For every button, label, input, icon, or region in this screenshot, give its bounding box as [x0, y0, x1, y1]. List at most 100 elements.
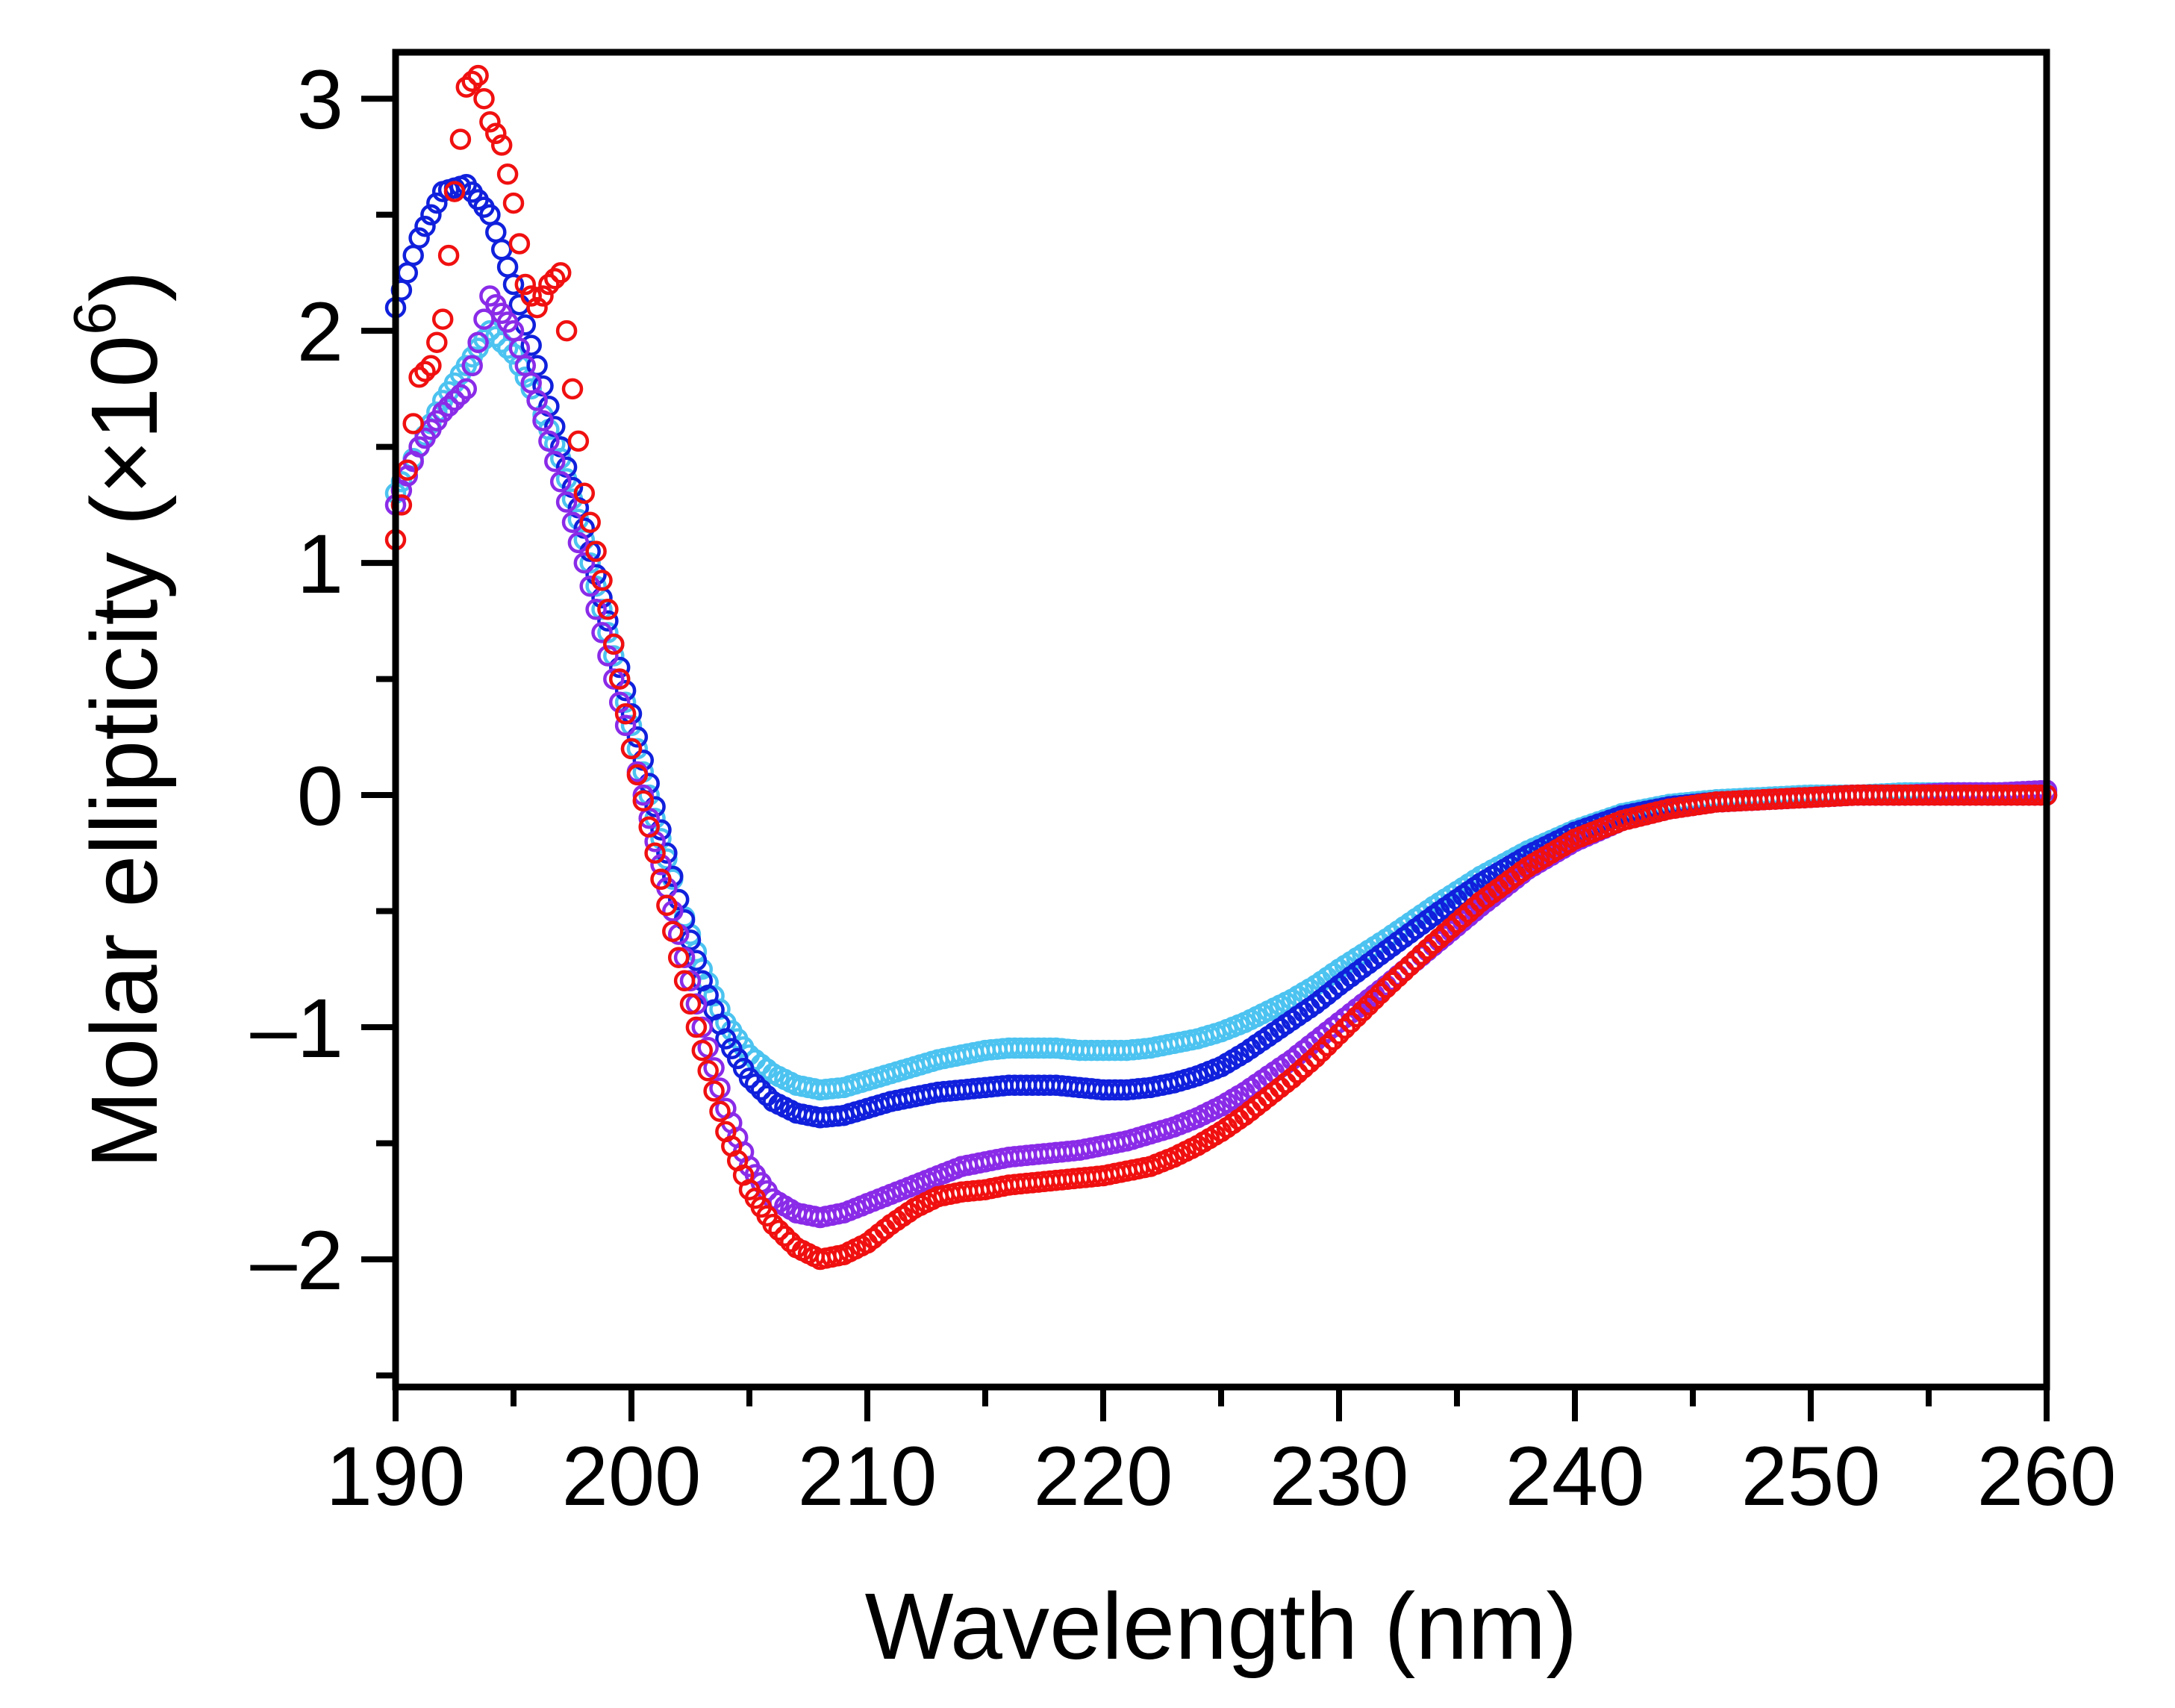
data-point [626, 764, 649, 786]
data-point [508, 233, 531, 255]
data-point [426, 192, 448, 214]
data-point [638, 784, 660, 806]
data-point [520, 378, 542, 400]
data-point [1417, 938, 1438, 960]
data-point [1287, 1062, 1308, 1084]
data-point [662, 865, 684, 888]
data-point [603, 668, 625, 690]
data-point [502, 343, 525, 365]
data-point [638, 816, 660, 838]
data-point [1346, 1006, 1367, 1028]
data-point [538, 273, 560, 296]
data-point [544, 450, 566, 473]
data-point [538, 430, 560, 452]
data-point [1334, 1017, 1356, 1039]
data-point [443, 390, 466, 411]
data-point [1429, 927, 1450, 950]
y-axis-tick-labels: 3 2 1 0 –1 –2 [250, 53, 343, 1307]
y-tick-label: –2 [250, 1214, 343, 1307]
data-point [685, 1016, 708, 1038]
data-point [632, 784, 655, 806]
data-point [585, 575, 607, 597]
data-point [597, 622, 619, 643]
x-axis-tick-labels: 190 200 210 220 230 240 250 260 [326, 1430, 2117, 1523]
data-point [738, 1068, 761, 1089]
data-point [709, 1100, 731, 1122]
data-point [608, 656, 631, 679]
data-point [1340, 1012, 1362, 1034]
data-point [650, 868, 672, 891]
data-point [520, 285, 542, 307]
data-point [549, 262, 572, 284]
series-red [384, 64, 2058, 1271]
data-point [455, 378, 478, 400]
data-point [626, 738, 649, 760]
data-point [626, 726, 649, 748]
x-tick-label: 220 [1034, 1430, 1173, 1523]
data-point [620, 714, 643, 737]
data-point [644, 796, 666, 817]
data-point [1405, 949, 1426, 971]
data-point [750, 1079, 773, 1101]
data-point [1370, 982, 1391, 1005]
data-point [703, 1080, 725, 1102]
data-point [573, 482, 596, 505]
data-point [679, 970, 702, 992]
y-tick-label: 0 [297, 749, 343, 843]
data-point [479, 111, 501, 133]
data-point [1411, 944, 1432, 966]
x-tick-label: 210 [798, 1430, 937, 1523]
data-point [579, 552, 601, 574]
x-tick-label: 240 [1505, 1430, 1645, 1523]
data-point [591, 622, 613, 643]
data-point [1322, 1029, 1344, 1051]
data-point [449, 384, 472, 405]
y-tick-label: 2 [297, 285, 343, 378]
data-point [426, 331, 448, 353]
data-point [420, 355, 442, 377]
data-point [614, 702, 637, 725]
y-tick-label: 3 [297, 53, 343, 146]
x-tick-label: 190 [326, 1430, 466, 1523]
data-point [1358, 994, 1379, 1016]
x-tick-label: 250 [1741, 1430, 1881, 1523]
data-point [608, 691, 631, 713]
data-point [597, 610, 619, 632]
data-point [514, 367, 537, 388]
data-point [1311, 1041, 1332, 1062]
data-point [490, 134, 513, 156]
x-tick-label: 200 [562, 1430, 702, 1523]
data-point [532, 285, 554, 307]
data-point [1381, 971, 1403, 994]
data-point [597, 599, 619, 620]
data-point [679, 993, 702, 1015]
data-point [614, 714, 637, 737]
data-point [697, 1060, 719, 1082]
data-point [591, 599, 613, 620]
data-point [461, 355, 483, 377]
data-point [502, 273, 525, 296]
data-point [1299, 1052, 1320, 1073]
data-point [762, 1214, 784, 1235]
x-tick-label: 260 [1977, 1430, 2117, 1523]
data-point [1440, 917, 1462, 939]
data-point [502, 192, 525, 214]
data-point [620, 738, 643, 760]
y-axis-title-exponent: 6 [61, 302, 128, 335]
data-point [420, 204, 442, 225]
x-tick-label: 230 [1270, 1430, 1409, 1523]
data-point [744, 1073, 767, 1095]
data-point [449, 128, 472, 150]
data-point [585, 540, 607, 562]
data-point [1352, 1000, 1373, 1022]
data-point [656, 842, 678, 864]
data-point [431, 308, 454, 330]
data-point [1399, 955, 1421, 976]
data-point [461, 70, 483, 93]
data-point [467, 64, 489, 87]
data-point [1393, 960, 1415, 982]
y-tick-label: –1 [250, 982, 343, 1075]
data-point [526, 390, 548, 411]
x-axis-title: Wavelength (nm) [865, 1574, 1578, 1679]
